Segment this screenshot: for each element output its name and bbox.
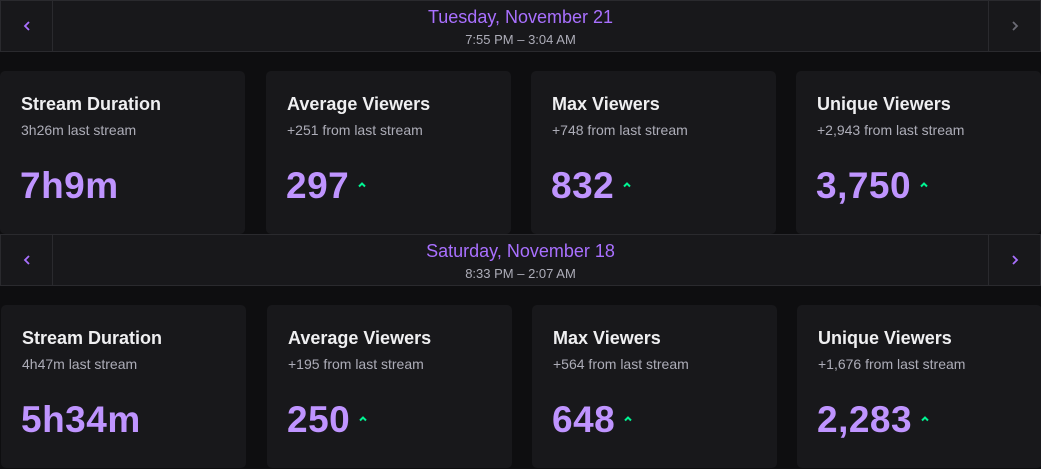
stat-card-max-viewers: Max Viewers +748 from last stream 832 bbox=[531, 71, 776, 234]
stat-comparison: 4h47m last stream bbox=[22, 356, 138, 372]
stat-card-unique-viewers: Unique Viewers +1,676 from last stream 2… bbox=[797, 305, 1041, 468]
trend-up-icon bbox=[357, 181, 367, 188]
trend-up-icon bbox=[622, 181, 632, 188]
stat-card-stream-duration: Stream Duration 3h26m last stream 7h9m bbox=[0, 71, 245, 234]
previous-stream-button[interactable] bbox=[1, 1, 53, 51]
stat-card-average-viewers: Average Viewers +251 from last stream 29… bbox=[266, 71, 511, 234]
trend-up-icon bbox=[919, 181, 929, 188]
stream-date-header: Tuesday, November 21 7:55 PM – 3:04 AM bbox=[0, 0, 1041, 52]
chevron-right-icon bbox=[1011, 255, 1018, 265]
stat-title: Unique Viewers bbox=[817, 94, 951, 114]
stream-section: Tuesday, November 21 7:55 PM – 3:04 AM S… bbox=[0, 0, 1041, 234]
stat-card-unique-viewers: Unique Viewers +2,943 from last stream 3… bbox=[796, 71, 1041, 234]
next-stream-button[interactable] bbox=[988, 1, 1040, 51]
stat-card-average-viewers: Average Viewers +195 from last stream 25… bbox=[267, 305, 512, 468]
chevron-left-icon bbox=[23, 255, 30, 265]
stat-title: Average Viewers bbox=[288, 328, 432, 348]
trend-up-icon bbox=[623, 415, 633, 422]
stat-title: Average Viewers bbox=[287, 94, 431, 114]
stat-comparison: 3h26m last stream bbox=[21, 122, 137, 138]
stat-comparison: +195 from last stream bbox=[288, 356, 424, 372]
stat-value: 648 bbox=[552, 399, 633, 441]
chevron-left-icon bbox=[23, 21, 30, 31]
stat-value: 832 bbox=[551, 165, 632, 207]
stat-value: 3,750 bbox=[816, 165, 929, 207]
stat-value: 5h34m bbox=[21, 399, 141, 440]
stat-title: Max Viewers bbox=[552, 94, 660, 114]
stream-date: Tuesday, November 21 bbox=[427, 7, 614, 27]
stream-section: Saturday, November 18 8:33 PM – 2:07 AM … bbox=[0, 234, 1041, 468]
stat-comparison: +748 from last stream bbox=[552, 122, 688, 138]
next-stream-button[interactable] bbox=[988, 235, 1040, 285]
stat-title: Unique Viewers bbox=[818, 328, 952, 348]
trend-up-icon bbox=[358, 415, 368, 422]
stat-comparison: +2,943 from last stream bbox=[817, 122, 965, 138]
stat-value: 250 bbox=[287, 399, 368, 441]
stream-time-range: 7:55 PM – 3:04 AM bbox=[465, 32, 576, 47]
previous-stream-button[interactable] bbox=[1, 235, 53, 285]
stat-value: 2,283 bbox=[817, 399, 930, 441]
stream-date-header: Saturday, November 18 8:33 PM – 2:07 AM bbox=[0, 234, 1041, 286]
stat-title: Max Viewers bbox=[553, 328, 661, 348]
stat-comparison: +1,676 from last stream bbox=[818, 356, 966, 372]
stat-card-max-viewers: Max Viewers +564 from last stream 648 bbox=[532, 305, 777, 468]
stat-title: Stream Duration bbox=[22, 328, 163, 348]
trend-up-icon bbox=[920, 415, 930, 422]
stream-time-range: 8:33 PM – 2:07 AM bbox=[465, 266, 576, 281]
stream-date: Saturday, November 18 bbox=[426, 241, 615, 261]
stat-value: 297 bbox=[286, 165, 367, 207]
stat-value: 7h9m bbox=[20, 165, 119, 206]
stat-comparison: +251 from last stream bbox=[287, 122, 423, 138]
chevron-right-icon bbox=[1011, 21, 1018, 31]
stat-card-stream-duration: Stream Duration 4h47m last stream 5h34m bbox=[1, 305, 246, 468]
stat-title: Stream Duration bbox=[21, 94, 162, 114]
stat-comparison: +564 from last stream bbox=[553, 356, 689, 372]
